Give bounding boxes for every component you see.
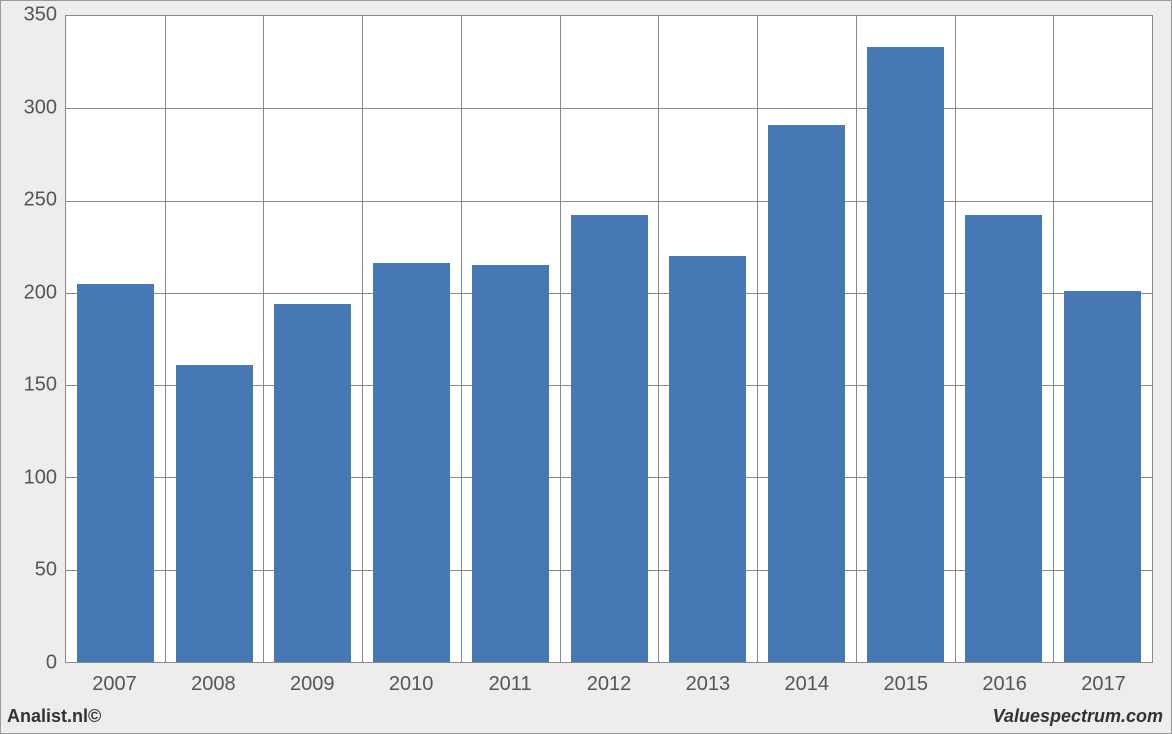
y-tick-label: 100 xyxy=(24,466,57,489)
bar xyxy=(1064,291,1141,662)
x-tick-label: 2008 xyxy=(164,667,263,703)
y-tick-label: 350 xyxy=(24,4,57,27)
footer-left: Analist.nl© xyxy=(7,706,101,727)
bar-slot xyxy=(757,16,856,662)
x-tick-label: 2010 xyxy=(362,667,461,703)
bar xyxy=(669,256,746,662)
bar-slot xyxy=(66,16,165,662)
bar-slot xyxy=(1053,16,1152,662)
bar-slot xyxy=(955,16,1054,662)
plot-area xyxy=(65,15,1153,663)
y-tick-label: 200 xyxy=(24,281,57,304)
bar-slot xyxy=(560,16,659,662)
bar xyxy=(867,47,944,662)
x-tick-label: 2014 xyxy=(757,667,856,703)
y-axis-labels: 050100150200250300350 xyxy=(7,15,61,663)
bar-slot xyxy=(165,16,264,662)
chart-container: 050100150200250300350 200720082009201020… xyxy=(0,0,1172,734)
bar xyxy=(176,365,253,662)
bar xyxy=(965,215,1042,662)
bar xyxy=(472,265,549,662)
x-tick-label: 2017 xyxy=(1054,667,1153,703)
chart-area: 050100150200250300350 200720082009201020… xyxy=(7,7,1165,703)
bar xyxy=(768,125,845,662)
x-tick-label: 2013 xyxy=(658,667,757,703)
x-tick-label: 2012 xyxy=(560,667,659,703)
x-axis-labels: 2007200820092010201120122013201420152016… xyxy=(65,667,1153,703)
footer: Analist.nl© Valuespectrum.com xyxy=(1,703,1171,733)
bar-slot xyxy=(461,16,560,662)
x-tick-label: 2015 xyxy=(856,667,955,703)
bar xyxy=(274,304,351,662)
bar xyxy=(571,215,648,662)
bar xyxy=(77,284,154,662)
x-tick-label: 2007 xyxy=(65,667,164,703)
bar-slot xyxy=(362,16,461,662)
footer-right: Valuespectrum.com xyxy=(993,706,1163,727)
y-tick-label: 300 xyxy=(24,96,57,119)
bar-slot xyxy=(658,16,757,662)
y-tick-label: 50 xyxy=(35,559,57,582)
x-tick-label: 2009 xyxy=(263,667,362,703)
bar-slot xyxy=(263,16,362,662)
x-tick-label: 2016 xyxy=(955,667,1054,703)
y-tick-label: 150 xyxy=(24,374,57,397)
x-tick-label: 2011 xyxy=(461,667,560,703)
bar xyxy=(373,263,450,662)
y-tick-label: 0 xyxy=(46,652,57,675)
y-tick-label: 250 xyxy=(24,189,57,212)
bars-layer xyxy=(66,16,1152,662)
bar-slot xyxy=(856,16,955,662)
